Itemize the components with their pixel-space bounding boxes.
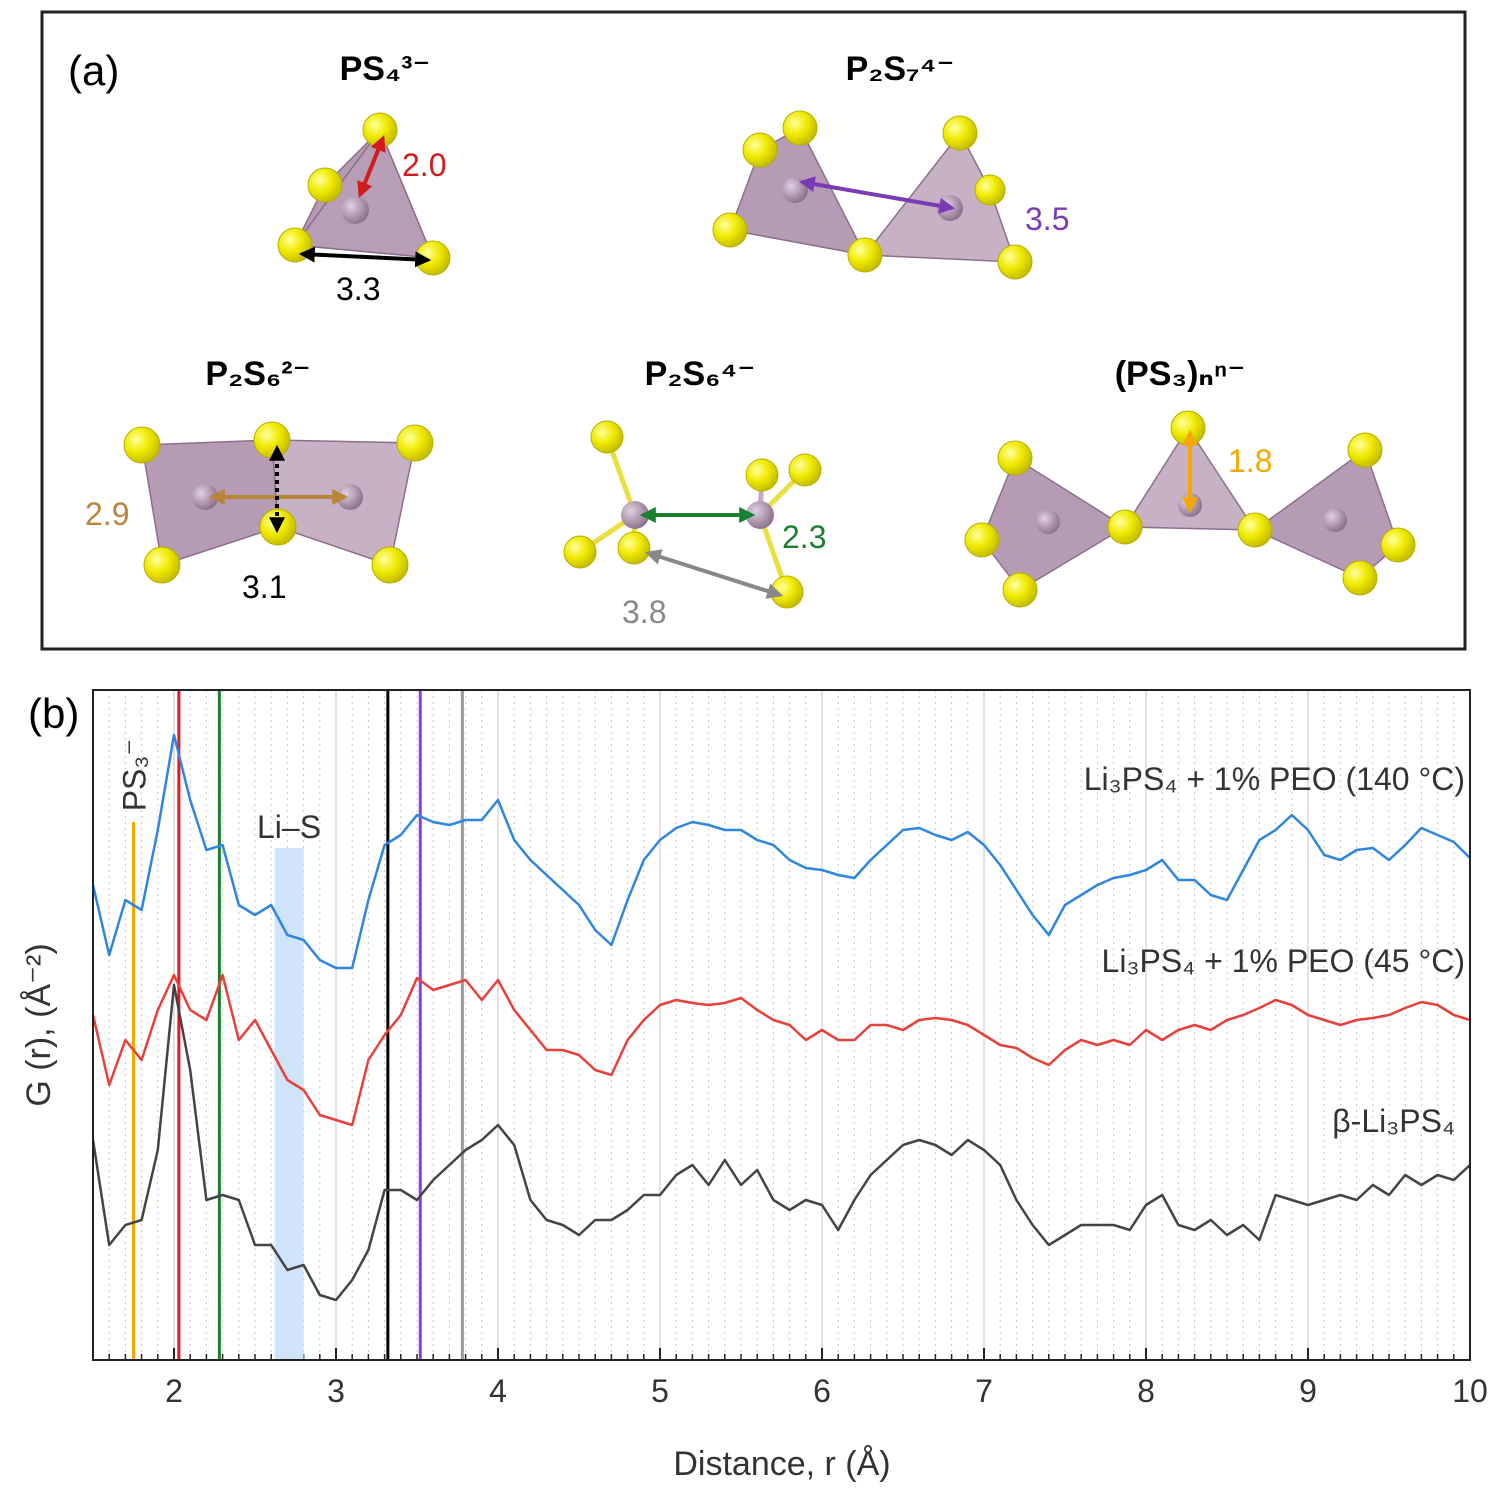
x-tick-label: 4 (489, 1373, 507, 1409)
distance-label: 3.5 (1025, 201, 1069, 237)
series-label: β-Li₃PS₄ (1332, 1103, 1455, 1139)
x-tick-label: 10 (1452, 1373, 1488, 1409)
distance-label: 3.8 (622, 594, 666, 630)
band-label: Li–S (257, 809, 321, 845)
x-tick-label: 2 (165, 1373, 183, 1409)
x-tick-label: 3 (327, 1373, 345, 1409)
panel-a: (a) PS₄³⁻ 2.0 3.3 P₂S₇⁴⁻ 3.5 P₂S₆²⁻ 2.9 (40, 10, 1467, 651)
distance-label: 1.8 (1228, 443, 1272, 479)
panel-label: (b) (28, 690, 79, 737)
y-axis-label: G (r), (Å⁻²) (20, 943, 58, 1106)
x-tick-label: 6 (813, 1373, 831, 1409)
molecule (563, 420, 822, 609)
series-line (91, 973, 1471, 1127)
molecule (123, 421, 434, 584)
x-tick-label: 8 (1137, 1373, 1155, 1409)
plot-frame (92, 689, 1471, 1361)
series-label: Li₃PS₄ + 1% PEO (140 °C) (1084, 761, 1465, 797)
x-axis-label: Distance, r (Å) (673, 1445, 890, 1483)
molecule (712, 110, 1033, 280)
molecule (277, 112, 451, 276)
distance-label: 3.3 (336, 271, 380, 307)
x-tick-label: 5 (651, 1373, 669, 1409)
distance-label: 2.0 (402, 147, 446, 183)
molecule (964, 410, 1416, 608)
band (274, 848, 304, 1360)
distance-label: 2.3 (782, 519, 826, 555)
formula: PS₄³⁻ (340, 50, 431, 88)
series-line (91, 983, 1471, 1302)
formula: P₂S₆⁴⁻ (645, 355, 756, 393)
x-tick-label: 9 (1299, 1373, 1317, 1409)
distance-label: 2.9 (85, 496, 129, 532)
formula: (PS₃)ₙⁿ⁻ (1115, 355, 1246, 393)
formula: P₂S₆²⁻ (205, 355, 310, 393)
distance-label: 3.1 (242, 569, 286, 605)
series-label: Li₃PS₄ + 1% PEO (45 °C) (1102, 943, 1465, 979)
series-line (91, 733, 1471, 970)
panel-frame (40, 10, 1467, 651)
reference-label: PS₃⁻ (117, 739, 153, 812)
formula: P₂S₇⁴⁻ (846, 50, 955, 88)
chart: (b) Distance, r (Å) G (r), (Å⁻²) 2 3 4 5 6 7 8… (20, 689, 1488, 1483)
panel-label: (a) (68, 47, 119, 94)
x-tick-label: 7 (975, 1373, 993, 1409)
